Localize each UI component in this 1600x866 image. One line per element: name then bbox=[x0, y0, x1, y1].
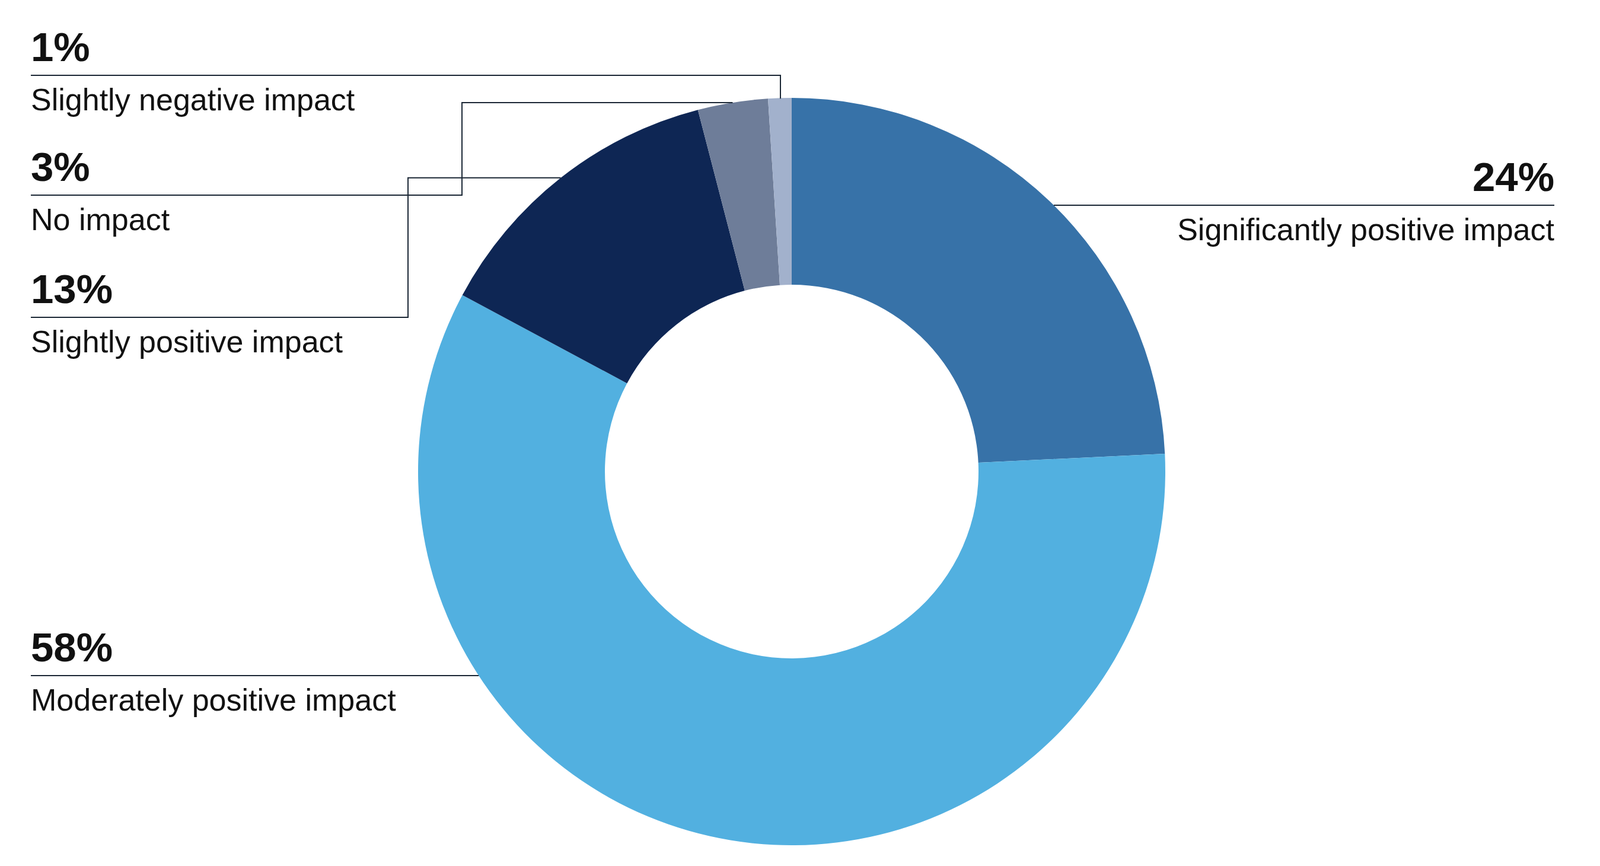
labels: 24% Significantly positive impact 58% Moder… bbox=[30, 24, 1555, 717]
slice bbox=[697, 98, 780, 291]
leader-line bbox=[30, 177, 562, 318]
category-label: Moderately positive impact bbox=[30, 682, 397, 717]
category-label: Significantly positive impact bbox=[1177, 212, 1555, 247]
category-label: Slightly positive impact bbox=[30, 324, 344, 359]
category-label: Slightly negative impact bbox=[30, 82, 356, 117]
chart-svg: 24% Significantly positive impact 58% Moder… bbox=[0, 0, 1600, 866]
slice bbox=[791, 97, 1165, 463]
slice bbox=[767, 97, 792, 286]
data-label: 58% bbox=[30, 624, 113, 671]
category-label: No impact bbox=[30, 202, 171, 237]
data-label: 3% bbox=[30, 144, 91, 190]
chart-container: 24% Significantly positive impact 58% Moder… bbox=[0, 0, 1600, 866]
slice bbox=[462, 109, 745, 384]
leader-line bbox=[1053, 204, 1555, 206]
data-label: 1% bbox=[30, 24, 91, 70]
data-label: 24% bbox=[1472, 154, 1555, 200]
data-label: 13% bbox=[30, 266, 113, 312]
slices bbox=[418, 97, 1166, 846]
leader-line bbox=[30, 674, 479, 677]
slice bbox=[418, 294, 1166, 846]
